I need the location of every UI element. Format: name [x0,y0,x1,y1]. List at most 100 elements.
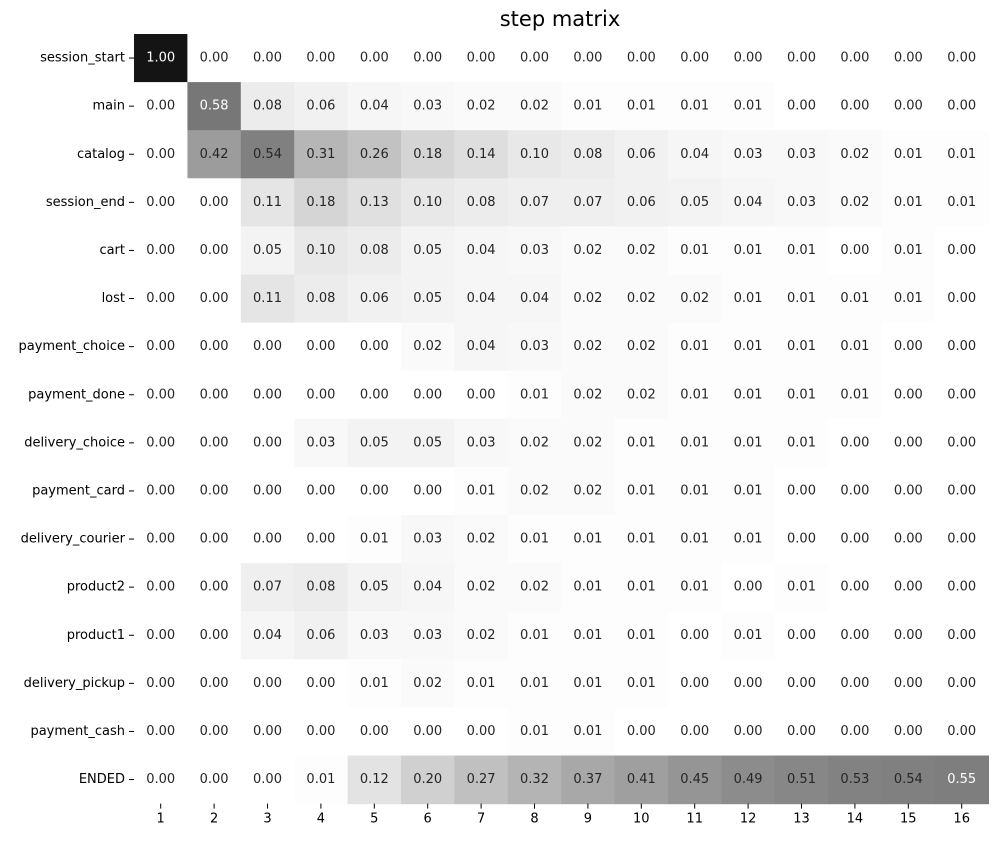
cell-value-label: 0.01 [680,483,709,498]
heatmap-cell [935,659,989,708]
cell-value-label: 0.00 [306,724,335,739]
heatmap-cell [935,755,989,805]
cell-value-label: 0.02 [573,387,602,402]
heatmap-cell [507,274,562,324]
cell-value-label: 0.00 [894,483,923,498]
x-tick-label: 1 [157,812,165,827]
cell-value-label: 0.37 [573,772,602,787]
x-tick-label: 16 [953,812,970,827]
heatmap-cell [454,563,509,612]
cell-value-label: 0.01 [734,628,763,643]
heatmap-cell [507,466,562,516]
heatmap-cell [187,659,242,708]
cell-value-label: 0.49 [734,772,763,787]
heatmap-cell [134,322,188,372]
heatmap-cell [134,418,188,468]
heatmap-cell [134,563,188,612]
heatmap-cell [668,466,722,516]
cell-value-label: 0.00 [200,291,229,306]
heatmap-cell [668,659,722,708]
heatmap-cell [668,563,722,612]
cell-value-label: 0.04 [520,291,549,306]
cell-value-label: 0.01 [734,243,763,258]
heatmap-cell [294,322,349,372]
heatmap-cell [774,466,829,516]
heatmap-cell [454,130,509,179]
y-tick-label: delivery_choice [24,435,125,450]
cell-value-label: 0.31 [306,147,335,162]
heatmap-cell [134,611,188,660]
cell-value-label: 0.32 [520,772,549,787]
heatmap-cell [347,418,402,468]
cell-value-label: 0.00 [894,339,923,354]
heatmap-cell [401,34,455,83]
cell-value-label: 0.00 [146,243,175,258]
cell-value-label: 0.00 [734,51,763,66]
heatmap-cell [668,130,722,179]
cell-value-label: 0.01 [520,724,549,739]
cell-value-label: 0.00 [894,387,923,402]
heatmap-cell [614,563,669,612]
cell-value-label: 0.05 [413,435,442,450]
heatmap-cell [240,178,295,227]
cell-value-label: 0.58 [200,99,229,114]
y-tick-label: payment_choice [18,339,125,354]
cell-value-label: 0.00 [146,291,175,306]
heatmap-cell [240,130,295,179]
cell-value-label: 0.00 [573,51,602,66]
heatmap-cell [561,322,616,372]
heatmap-cell [454,707,509,757]
heatmap-cell [401,226,455,276]
cell-value-label: 0.01 [573,532,602,547]
cell-value-label: 0.00 [894,724,923,739]
heatmap-cell [828,322,883,372]
cell-value-label: 0.04 [360,99,389,114]
heatmap-cell [294,130,349,179]
cell-value-label: 0.03 [734,147,763,162]
heatmap-cell [240,418,295,468]
cell-value-label: 0.04 [467,291,496,306]
heatmap-cell [668,82,722,131]
cell-value-label: 0.05 [413,291,442,306]
heatmap-cell [614,755,669,805]
heatmap-cell [507,611,562,660]
heatmap-cell [294,178,349,227]
cell-value-label: 0.03 [520,339,549,354]
heatmap-cell [347,274,402,324]
cell-value-label: 0.00 [306,339,335,354]
heatmap-cell [454,370,509,420]
heatmap-cell [828,370,883,420]
heatmap-cell [721,659,776,708]
heatmap-cell [881,226,936,276]
cell-value-label: 0.02 [573,339,602,354]
heatmap-cell [721,418,776,468]
heatmap-cell [668,34,722,83]
heatmap-cell [134,466,188,516]
heatmap-cell [721,563,776,612]
cell-value-label: 0.02 [573,483,602,498]
y-tick-label: main [93,99,125,114]
heatmap-cell [935,466,989,516]
cell-value-label: 0.00 [787,483,816,498]
heatmap-cell [454,659,509,708]
cell-value-label: 0.54 [894,772,923,787]
cell-value-label: 0.01 [360,676,389,691]
cell-value-label: 0.00 [306,51,335,66]
heatmap-cell [454,322,509,372]
heatmap-cell [187,82,242,131]
heatmap-cell [347,34,402,83]
cell-value-label: 0.01 [573,580,602,595]
heatmap-cell [668,226,722,276]
cell-value-label: 0.05 [360,435,389,450]
heatmap-cell [774,611,829,660]
heatmap-cell [774,82,829,131]
cell-value-label: 0.01 [467,483,496,498]
heatmap-cell [881,659,936,708]
heatmap-cell [881,466,936,516]
cell-value-label: 0.01 [680,243,709,258]
heatmap-cell [454,418,509,468]
heatmap-cell [561,659,616,708]
heatmap-cell [881,178,936,227]
heatmap-cell [935,515,989,564]
